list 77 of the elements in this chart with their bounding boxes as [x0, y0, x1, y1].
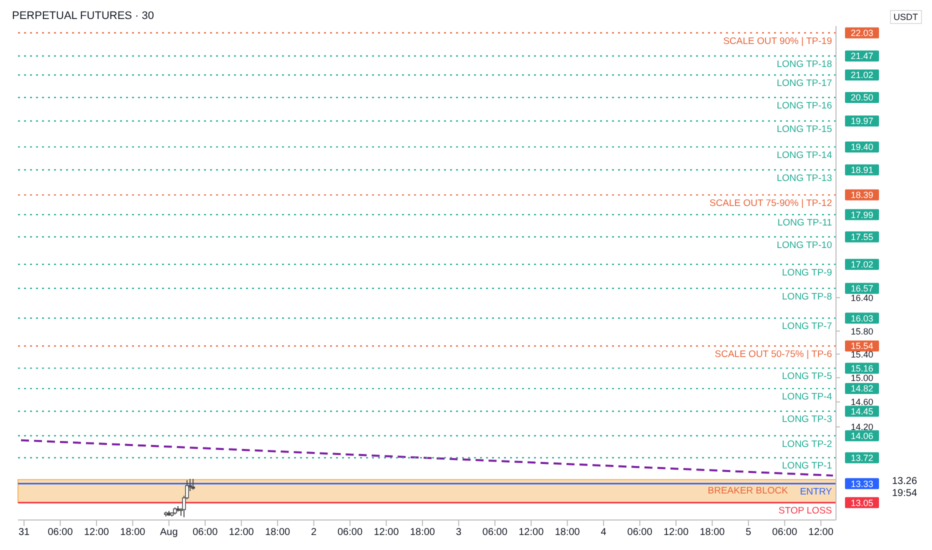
y-tick-label: 15.54 — [850, 341, 874, 352]
y-tick-label: 16.57 — [850, 284, 874, 294]
x-tick-label: 12:00 — [374, 527, 400, 538]
y-tick-label: 19.40 — [850, 142, 874, 152]
y-tick-label: 15.16 — [850, 363, 874, 374]
ref-line-label: LONG TP-5 — [782, 371, 832, 382]
ref-line-label: SCALE OUT 90% | TP-19 — [723, 36, 832, 47]
y-tick-label: 14.45 — [850, 406, 874, 416]
text: 13.26 — [892, 476, 918, 487]
y-tick-label: 13.72 — [850, 452, 874, 463]
y-tick-label: 13.33 — [850, 478, 874, 489]
ref-line-label: LONG TP-3 — [782, 414, 832, 426]
y-tick-label: 19.97 — [850, 116, 874, 126]
y-tick-label: 21.47 — [850, 51, 874, 62]
ref-line-label: LONG TP-18 — [776, 58, 832, 70]
y-tick-label: 16.40 — [850, 292, 874, 303]
ref-line-label: LONG TP-9 — [782, 267, 832, 278]
y-tick-label: 17.99 — [850, 210, 874, 220]
y-tick-label: 14.82 — [850, 384, 874, 394]
x-tick-label: 2 — [311, 527, 318, 538]
band-label: BREAKER BLOCK — [708, 486, 789, 497]
y-tick-label: 17.02 — [850, 260, 874, 270]
text: 19:54 — [892, 488, 918, 499]
x-tick-label: 06:00 — [627, 527, 653, 538]
y-axis-title: USDT — [890, 10, 922, 24]
ref-line-label: LONG TP-10 — [776, 240, 832, 251]
y-tick-label: 14.06 — [850, 430, 874, 441]
ref-line-label: LONG TP-13 — [776, 172, 832, 184]
y-tick-label: 18.39 — [850, 190, 874, 200]
x-tick-label: 4 — [600, 527, 607, 538]
y-tick-label: 22.03 — [850, 28, 874, 38]
ref-line-label: SCALE OUT 50-75% | TP-6 — [714, 348, 832, 360]
ref-line-label: ENTRY — [800, 486, 833, 498]
x-tick-label: 31 — [18, 527, 30, 538]
y-tick-label: 16.03 — [850, 313, 874, 324]
ref-line-label: LONG TP-8 — [782, 291, 832, 302]
x-tick-label: 12:00 — [84, 527, 110, 538]
x-tick-label: 06:00 — [482, 527, 508, 538]
ref-line-label: LONG TP-15 — [776, 124, 832, 135]
x-tick-label: 12:00 — [808, 527, 834, 538]
y-tick-label: 15.80 — [850, 326, 874, 336]
ref-line-label: LONG TP-17 — [776, 78, 832, 89]
ref-line-label: SCALE OUT 75-90% | TP-12 — [709, 198, 832, 209]
y-tick-label: 15.00 — [850, 372, 874, 383]
y-tick-label: 20.50 — [850, 92, 874, 103]
x-tick-label: 18:00 — [700, 527, 726, 538]
x-tick-label: 12:00 — [228, 527, 254, 538]
ref-line-label: STOP LOSS — [778, 506, 832, 517]
ref-line-label: LONG TP-16 — [776, 100, 832, 112]
ref-line-label: LONG TP-11 — [777, 218, 832, 229]
x-tick-label: 3 — [456, 527, 462, 538]
x-tick-label: Aug — [160, 527, 178, 538]
chart-title: PERPETUAL FUTURES · 30 — [12, 10, 154, 22]
y-tick-label: 14.60 — [850, 397, 874, 408]
x-tick-label: 12:00 — [664, 527, 689, 538]
y-tick-label: 18.91 — [850, 165, 874, 176]
x-tick-label: 18:00 — [120, 527, 146, 538]
x-tick-label: 18:00 — [265, 527, 291, 538]
x-tick-label: 18:00 — [554, 527, 580, 538]
x-tick-label: 5 — [746, 527, 752, 538]
y-tick-label: 15.40 — [850, 349, 874, 360]
x-tick-label: 06:00 — [48, 527, 74, 538]
ref-line-label: LONG TP-14 — [776, 150, 832, 161]
y-tick-label: 17.55 — [850, 232, 874, 242]
ref-line-label: LONG TP-1 — [782, 460, 832, 472]
x-tick-label: 06:00 — [192, 527, 218, 538]
y-tick-label: 13.05 — [850, 498, 874, 508]
x-tick-label: 06:00 — [338, 527, 363, 538]
ref-line-label: LONG TP-2 — [782, 438, 832, 450]
x-tick-label: 12:00 — [518, 527, 544, 538]
ref-line-label: LONG TP-7 — [782, 321, 832, 332]
y-tick-label: 14.20 — [850, 422, 874, 432]
candlestick — [191, 478, 195, 490]
x-tick-label: 18:00 — [410, 527, 436, 538]
ref-line-label: LONG TP-4 — [782, 392, 832, 403]
x-tick-label: 06:00 — [772, 527, 798, 538]
y-tick-label: 21.02 — [850, 70, 874, 80]
